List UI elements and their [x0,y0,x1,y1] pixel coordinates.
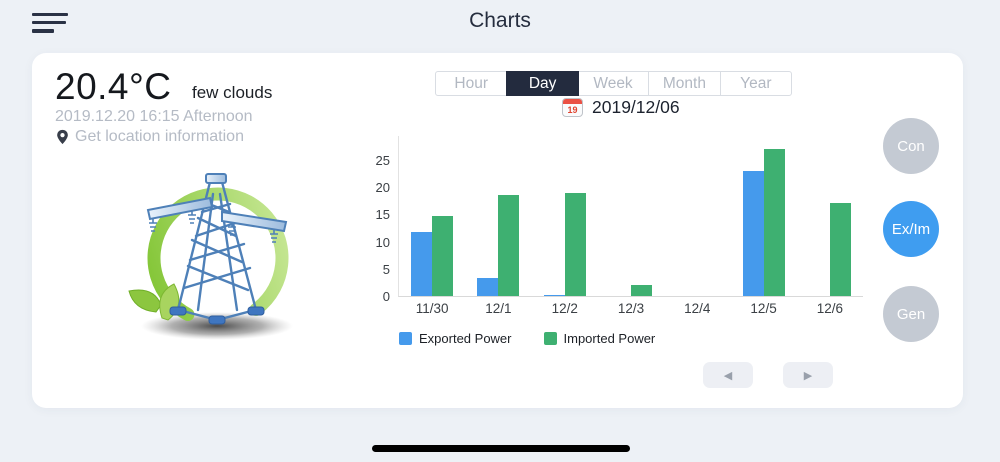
top-bar: Charts [0,0,1000,50]
menu-icon[interactable] [32,13,70,39]
bar-group-12/1: 12/1 [465,136,531,316]
legend-item-imported-power[interactable]: Imported Power [543,331,656,346]
y-tick-10: 10 [375,234,390,250]
bar-group-12/5: 12/5 [730,136,796,316]
tab-week[interactable]: Week [578,72,650,95]
legend-swatch-icon [399,332,412,345]
bar-chart: 11/30 12/1 12/2 12/3 12/4 12/5 12/6 [398,136,863,316]
bar-group-12/4: 12/4 [664,136,730,316]
next-page-button[interactable]: ▶ [783,362,833,388]
bar-imported-power-12/2[interactable] [564,193,586,296]
bar-group-11/30: 11/30 [399,136,465,316]
next-arrow-icon: ▶ [803,369,813,382]
location-pin-icon [57,129,68,145]
x-tick-12/1: 12/1 [485,301,512,316]
bar-exported-power-12/1[interactable] [477,278,499,296]
y-tick-20: 20 [375,180,390,196]
bar-exported-power-11/30[interactable] [411,232,433,296]
weather-condition: few clouds [192,83,273,102]
weather-datetime: 2019.12.20 16:15 Afternoon [55,108,253,125]
bar-imported-power-12/3[interactable] [630,285,652,296]
bar-group-12/3: 12/3 [598,136,664,316]
legend-item-exported-power[interactable]: Exported Power [399,331,512,346]
y-tick-25: 25 [375,152,390,168]
chart-y-axis: 0 5 10 15 20 25 [356,136,390,304]
side-button-ex-im[interactable]: Ex/Im [883,201,939,257]
bar-exported-power-12/2[interactable] [543,295,565,296]
x-tick-11/30: 11/30 [415,301,449,316]
side-button-con[interactable]: Con [883,118,939,174]
legend-swatch-icon [543,332,557,345]
tab-month[interactable]: Month [649,72,721,95]
bar-imported-power-12/5[interactable] [763,149,785,296]
date-picker[interactable]: 19 2019/12/06 [562,97,680,118]
home-indicator[interactable] [372,445,630,452]
tab-year[interactable]: Year [740,75,772,92]
x-tick-12/2: 12/2 [551,301,578,316]
period-tabs: Hour Day Week Month Year [435,71,792,96]
legend-label: Imported Power [563,331,656,346]
bar-imported-power-11/30[interactable] [432,216,454,296]
side-button-gen[interactable]: Gen [883,286,939,342]
temperature-value: 20.4°C [55,66,172,107]
get-location-link[interactable]: Get location information [54,128,244,146]
calendar-day-number: 19 [567,105,578,115]
power-tower-illustration [128,173,293,340]
prev-arrow-icon: ◀ [723,369,733,382]
y-tick-0: 0 [382,289,390,304]
bar-group-12/6: 12/6 [797,136,863,316]
bar-imported-power-12/1[interactable] [498,195,520,296]
bar-imported-power-12/6[interactable] [829,203,851,296]
bar-group-12/2: 12/2 [532,136,598,316]
prev-page-button[interactable]: ◀ [703,362,753,388]
main-card [32,53,963,408]
x-tick-12/3: 12/3 [617,301,645,316]
y-tick-15: 15 [375,207,390,223]
get-location-label: Get location information [75,128,244,145]
chart-legend: Exported Power Imported Power [399,331,655,346]
tab-day[interactable]: Day [506,71,579,96]
x-tick-12/6: 12/6 [816,301,843,316]
y-tick-5: 5 [382,261,390,277]
tab-hour[interactable]: Hour [436,72,508,95]
x-tick-12/4: 12/4 [684,301,711,316]
page-title: Charts [469,9,531,32]
selected-date: 2019/12/06 [592,97,680,117]
x-tick-12/5: 12/5 [750,301,777,316]
bar-exported-power-12/5[interactable] [742,171,764,296]
legend-label: Exported Power [419,331,512,346]
calendar-icon: 19 [562,98,583,117]
